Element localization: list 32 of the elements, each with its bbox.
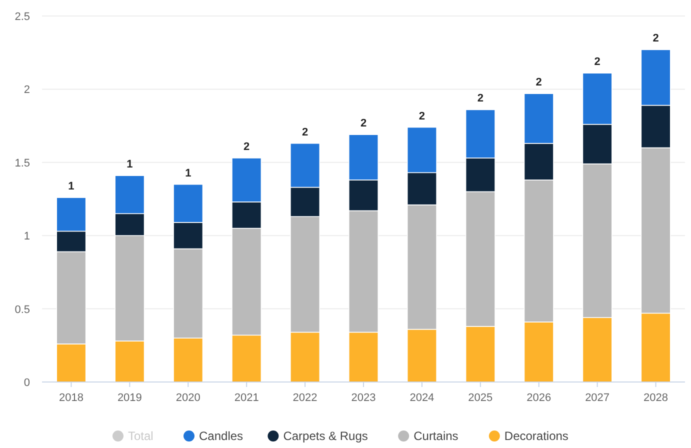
y-tick-label: 1.5 [14,157,30,170]
total-label: 2 [536,76,542,89]
x-tick-label: 2026 [526,392,552,404]
total-label: 1 [126,158,133,171]
total-label: 2 [418,110,426,122]
total-label: 2 [360,118,367,130]
x-tick-label: 2024 [410,392,434,404]
y-tick-label: 1 [24,230,30,243]
total-label: 1 [68,180,74,193]
legend-label: Decorations [504,429,568,443]
legend-label: Curtains [414,429,458,443]
x-tick-label: 2019 [117,392,142,404]
total-label: 2 [302,126,308,138]
x-tick-label: 2020 [176,392,200,404]
total-label: 2 [652,32,659,45]
x-tick-label: 2025 [468,392,493,404]
x-tick-label: 2022 [292,392,318,404]
x-tick-label: 2018 [58,392,84,404]
total-label: 2 [477,92,484,105]
x-tick-label: 2027 [585,392,610,404]
x-tick-label: 2021 [234,392,259,404]
y-tick-label: 2 [24,84,30,96]
total-label: 2 [594,56,600,68]
x-tick-label: 2028 [644,392,668,404]
y-tick-label: 0.5 [14,304,30,316]
y-tick-label: 2.5 [14,11,30,23]
legend-label: Carpets & Rugs [283,429,368,443]
y-tick-label: 0 [24,377,30,389]
total-label: 1 [185,167,192,180]
total-label: 2 [244,141,250,154]
legend-label: Candles [199,429,244,443]
x-tick-label: 2023 [351,392,376,404]
